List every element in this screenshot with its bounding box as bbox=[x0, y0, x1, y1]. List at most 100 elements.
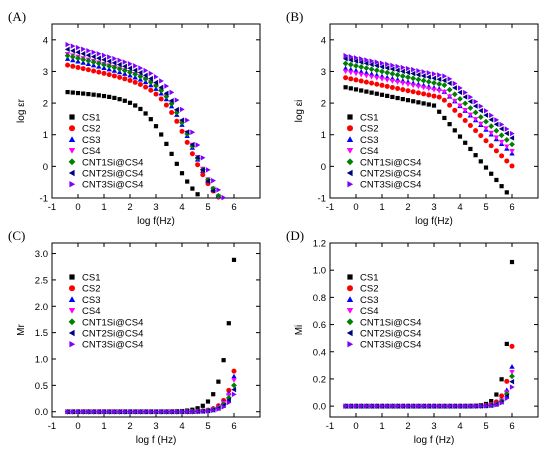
data-point bbox=[194, 154, 200, 161]
y-tick-label: -1 bbox=[40, 194, 48, 205]
data-point bbox=[211, 407, 216, 414]
data-point bbox=[101, 93, 107, 99]
y-tick-label: 2.5 bbox=[35, 275, 48, 286]
data-point bbox=[477, 114, 484, 120]
data-point bbox=[504, 144, 510, 150]
chart-panel-c: (C) -1 0 1 2 3 4 5 6 0.0 0.5 1.0 1.5 2.0 2.5 3.0 log f (… bbox=[8, 228, 261, 446]
data-point bbox=[122, 409, 128, 415]
data-point bbox=[153, 124, 159, 129]
y-tick-label: 0.0 bbox=[35, 407, 48, 418]
data-point bbox=[226, 321, 231, 326]
x-tick-label: 6 bbox=[509, 421, 514, 432]
data-point bbox=[174, 409, 180, 415]
data-point bbox=[153, 409, 159, 415]
data-point bbox=[399, 73, 406, 79]
data-point bbox=[133, 103, 138, 108]
legend-marker bbox=[346, 296, 354, 302]
data-point bbox=[231, 386, 237, 393]
data-point bbox=[389, 66, 395, 72]
data-point bbox=[457, 112, 463, 118]
data-point bbox=[379, 82, 385, 88]
data-point bbox=[342, 56, 348, 62]
data-point bbox=[374, 91, 379, 96]
y-tick-label: 0.4 bbox=[313, 347, 326, 358]
data-point bbox=[472, 117, 479, 122]
data-point bbox=[463, 140, 468, 145]
data-point bbox=[379, 403, 385, 409]
legend-label: CS1 bbox=[360, 113, 378, 124]
series-cs2 bbox=[343, 75, 515, 169]
data-point bbox=[359, 56, 364, 62]
data-point bbox=[504, 341, 509, 347]
legend-marker bbox=[69, 181, 76, 188]
data-point bbox=[410, 89, 416, 95]
data-point bbox=[420, 73, 426, 79]
data-point bbox=[489, 402, 494, 409]
data-point bbox=[369, 80, 375, 86]
legend-marker bbox=[68, 148, 76, 154]
data-point bbox=[96, 51, 102, 57]
data-point bbox=[415, 84, 422, 90]
data-point bbox=[164, 409, 170, 415]
legend-label: CS2 bbox=[360, 124, 378, 135]
data-point bbox=[379, 92, 385, 97]
data-point bbox=[363, 79, 369, 85]
data-point bbox=[138, 65, 144, 71]
data-point bbox=[353, 62, 359, 69]
data-point bbox=[216, 406, 222, 412]
y-tick-label: 0.2 bbox=[313, 374, 326, 385]
data-point bbox=[364, 57, 370, 63]
data-point bbox=[457, 89, 463, 96]
data-point bbox=[231, 382, 237, 389]
data-point bbox=[473, 403, 479, 409]
data-point bbox=[184, 139, 190, 145]
data-point bbox=[442, 403, 448, 409]
data-point bbox=[85, 57, 92, 64]
data-point bbox=[441, 82, 448, 89]
legend-label: CS2 bbox=[82, 124, 100, 135]
data-point bbox=[468, 94, 474, 100]
data-point bbox=[231, 257, 237, 262]
series-cs1 bbox=[343, 85, 509, 195]
data-point bbox=[457, 103, 463, 109]
data-point bbox=[226, 397, 231, 403]
data-point bbox=[80, 56, 87, 63]
y-axis-label: log εi bbox=[294, 100, 305, 123]
data-point bbox=[483, 165, 489, 170]
data-point bbox=[226, 387, 232, 393]
legend-label: CNT2Si@CS4 bbox=[82, 329, 143, 340]
data-point bbox=[493, 127, 500, 134]
data-point bbox=[153, 74, 159, 80]
data-point bbox=[446, 86, 453, 93]
data-point bbox=[400, 64, 406, 71]
data-point bbox=[343, 403, 349, 409]
data-point bbox=[127, 65, 133, 71]
data-point bbox=[442, 115, 447, 121]
legend-marker bbox=[346, 136, 354, 142]
data-point bbox=[390, 94, 395, 100]
data-point bbox=[463, 403, 468, 409]
data-point bbox=[421, 69, 427, 75]
data-point bbox=[215, 192, 222, 199]
legend-marker bbox=[68, 308, 76, 314]
legend-marker bbox=[69, 274, 75, 280]
data-point bbox=[221, 404, 227, 410]
data-point bbox=[80, 51, 86, 57]
y-tick-label: 1.0 bbox=[35, 355, 48, 366]
data-point bbox=[421, 403, 427, 409]
data-point bbox=[441, 77, 447, 84]
data-point bbox=[133, 63, 138, 69]
y-tick-label: 4 bbox=[321, 35, 326, 46]
x-tick-label: 5 bbox=[205, 202, 210, 213]
data-point bbox=[373, 67, 380, 74]
data-point bbox=[353, 67, 359, 73]
x-tick-label: 5 bbox=[483, 421, 488, 432]
data-point bbox=[436, 81, 443, 87]
data-point bbox=[211, 392, 216, 397]
data-point bbox=[436, 94, 442, 100]
data-point bbox=[389, 79, 396, 84]
data-point bbox=[116, 61, 122, 68]
data-point bbox=[216, 379, 221, 384]
legend-label: CS3 bbox=[360, 135, 378, 146]
